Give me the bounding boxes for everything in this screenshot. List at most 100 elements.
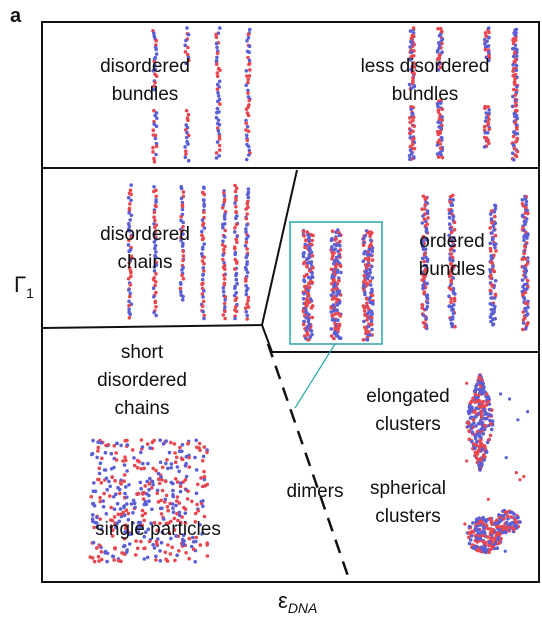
particle [222, 286, 226, 290]
particle [179, 482, 183, 486]
particle [93, 560, 97, 564]
particle [175, 499, 179, 503]
particle [423, 290, 427, 294]
particle [338, 314, 342, 318]
particle [152, 311, 156, 315]
particle [148, 477, 152, 481]
particle [183, 145, 187, 149]
particle [485, 116, 489, 120]
particle [125, 509, 129, 513]
particle [154, 195, 158, 199]
particle [194, 439, 198, 443]
particle [177, 470, 181, 474]
particle [245, 289, 249, 293]
particle [307, 248, 311, 252]
particle [185, 455, 189, 459]
particle [148, 446, 152, 450]
particle [487, 36, 491, 40]
particle [302, 255, 306, 259]
region-label: bundles [419, 259, 486, 280]
particle [159, 507, 163, 511]
particle [153, 160, 157, 164]
particle [222, 248, 226, 252]
particle [182, 543, 186, 547]
particle [185, 26, 189, 30]
particle [200, 282, 204, 286]
particle [201, 273, 205, 277]
particle [223, 245, 227, 249]
particle [112, 466, 116, 470]
particle [173, 451, 177, 455]
particle [512, 512, 516, 516]
particle [521, 198, 525, 202]
particle [245, 263, 249, 267]
particle [338, 244, 342, 248]
particle [512, 143, 516, 147]
particle [362, 338, 366, 342]
particle [115, 442, 119, 446]
particle [424, 196, 428, 200]
particle [217, 118, 221, 122]
particle [125, 469, 129, 473]
particle [302, 262, 306, 266]
particle [152, 31, 156, 35]
particle [491, 545, 495, 549]
particle [235, 278, 239, 282]
particle [141, 514, 145, 518]
particle [366, 231, 370, 235]
particle [412, 26, 416, 30]
particle [449, 283, 453, 287]
particle [125, 551, 129, 555]
particle [129, 292, 133, 296]
region-label: spherical [370, 478, 446, 499]
particle [512, 41, 516, 45]
particle [144, 512, 148, 516]
particle [453, 292, 457, 296]
particle [480, 413, 483, 416]
particle [247, 51, 251, 55]
particle [151, 483, 155, 487]
particle [218, 68, 222, 72]
particle [333, 296, 337, 300]
particle [489, 289, 493, 293]
particle [172, 510, 176, 514]
particle [105, 477, 109, 481]
particle [245, 74, 249, 78]
particle [195, 503, 199, 507]
particle [201, 499, 205, 503]
particle [127, 304, 131, 308]
particle [105, 488, 109, 492]
particle [515, 85, 519, 89]
particle [477, 548, 481, 552]
particle [330, 327, 334, 331]
particle [247, 296, 251, 300]
particle [146, 442, 150, 446]
particle [477, 388, 481, 392]
particle [202, 300, 206, 304]
particle [182, 190, 186, 194]
particle [516, 132, 520, 136]
particle [474, 528, 478, 532]
particle [489, 270, 493, 274]
particle [193, 560, 197, 564]
particle [310, 329, 314, 333]
particle [119, 444, 123, 448]
particle [521, 278, 525, 282]
particle [482, 526, 486, 530]
particle [188, 465, 192, 469]
particle [170, 462, 174, 466]
particle [202, 242, 206, 246]
particle [180, 187, 184, 191]
particle [514, 93, 518, 97]
particle [330, 238, 334, 242]
particle [202, 289, 206, 293]
particle [218, 148, 222, 152]
particle [203, 515, 207, 519]
particle [184, 462, 188, 466]
region-label: disordered [100, 56, 190, 77]
particle [521, 214, 525, 218]
particle [176, 495, 180, 499]
particle [179, 287, 183, 291]
particle [233, 247, 237, 251]
particle [215, 151, 219, 155]
